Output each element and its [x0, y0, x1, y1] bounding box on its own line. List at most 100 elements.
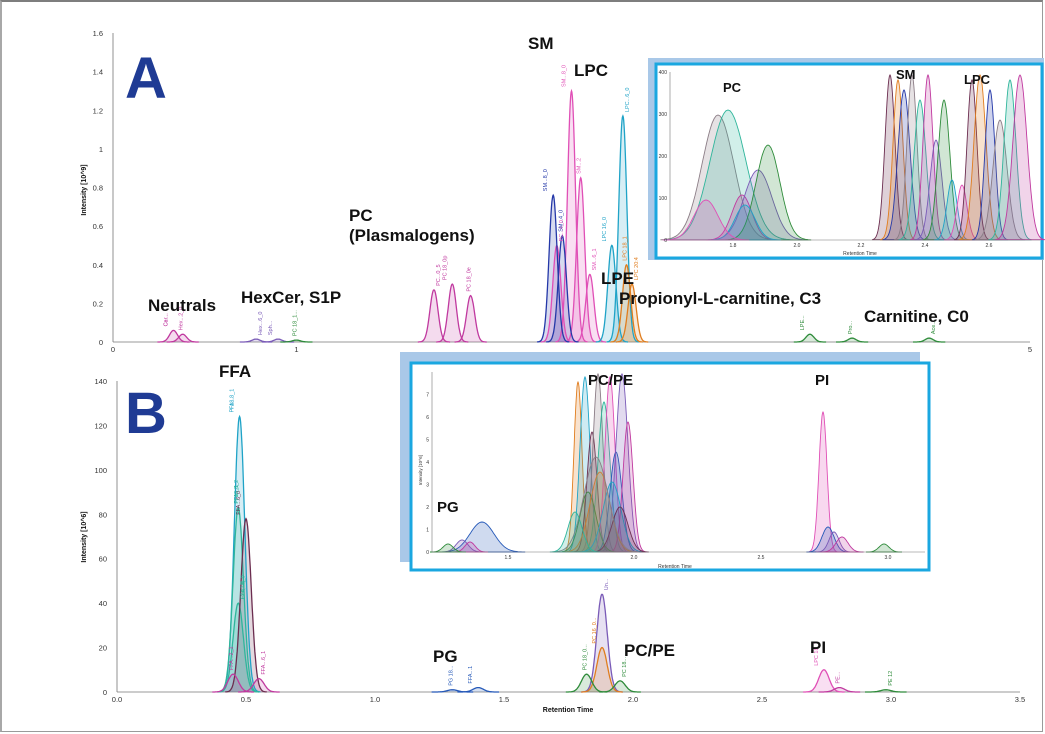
peak-trace: [865, 689, 907, 693]
inset-peak: [609, 421, 647, 553]
peak-fill: [610, 264, 643, 342]
peak-fill: [793, 334, 827, 342]
inset-peak: [594, 451, 638, 553]
y-tick-label: 1.6: [93, 29, 103, 38]
y-tick-label: 140: [94, 377, 107, 386]
inset-a-y-tick: 400: [659, 70, 668, 76]
peak-tag: FFA...8_0: [240, 575, 246, 599]
peak-tag: Cer(18): [240, 580, 246, 599]
inset-peak: [974, 119, 1026, 241]
peak-tag: SM...8_0: [562, 65, 568, 87]
inset-peak: [944, 184, 980, 241]
peak-fill: [581, 647, 623, 692]
peak-trace: [431, 689, 474, 693]
peak-tag: FFA...8_1: [230, 389, 236, 413]
inset-peak: [909, 73, 947, 241]
x-tick-label: 1.0: [370, 695, 380, 704]
peak-fill: [239, 339, 273, 342]
label-carnitine: Carnitine, C0: [864, 307, 969, 326]
inset-b-label-pc-pe: PC/PE: [588, 372, 633, 389]
inset-peak: [808, 410, 838, 553]
y-tick-label: 0: [99, 338, 103, 347]
peak-trace: [436, 283, 469, 343]
inset-peak: [600, 373, 644, 553]
peak-tag: Pro...: [848, 321, 854, 335]
inset-b-ylabel: Intensity [10^6]: [418, 455, 423, 485]
label-hexcer-s1p: HexCer, S1P: [241, 288, 341, 307]
inset-b-y-tick: 6: [426, 415, 429, 421]
inset-a-xlabel: Retention Time: [843, 251, 877, 257]
peak-tag: SM...4_0: [558, 210, 564, 232]
peak-fill: [555, 90, 588, 342]
inset-peak: [879, 79, 917, 241]
peak-tag: FFA...1: [468, 666, 474, 684]
peak-fill: [261, 339, 295, 342]
peak-fill: [565, 674, 608, 692]
inset-peak: [663, 109, 793, 241]
peak-trace: [454, 294, 487, 343]
peak-tag: PC 18_0...: [583, 644, 589, 670]
inset-a-ticks: 1.8 2.0 2.2 2.4 2.6 0 100 200 300 400: [659, 70, 993, 249]
inset-a-y-tick: 200: [659, 154, 668, 160]
inset-peak: [563, 471, 637, 553]
peak-fill: [865, 689, 907, 692]
y-tick-label: 20: [99, 644, 107, 653]
peak-fill: [581, 594, 623, 692]
peak-trace: [225, 517, 267, 693]
label-plasmalogens: (Plasmalogens): [349, 226, 475, 245]
inset-b-x-tick: 2.5: [758, 555, 765, 561]
peak-fill: [166, 334, 199, 342]
inset-peak: [559, 491, 617, 553]
y-tick-label: 0.2: [93, 299, 103, 308]
inset-peak: [709, 204, 781, 241]
inset-peak: [893, 73, 931, 241]
peak-fill: [546, 235, 579, 342]
panel-b-letter: B: [125, 381, 167, 446]
peak-fill: [436, 284, 469, 342]
peak-trace: [599, 680, 641, 693]
inset-peak: [988, 79, 1032, 241]
inset-a-label-sm: SM: [896, 67, 916, 82]
peak-tag: Hex...6_0: [258, 312, 264, 336]
peak-fill: [595, 245, 628, 342]
peak-fill: [564, 177, 597, 342]
peak-tag: PC 16_0...: [592, 617, 598, 643]
inset-b-y-tick: 0: [426, 550, 429, 556]
peak-tag: Car...: [164, 313, 170, 327]
peak-tag: LPC 20:4: [634, 257, 640, 280]
y-tick-label: 1.2: [93, 106, 103, 115]
panel-a-traces: [157, 88, 946, 343]
peak-fill: [225, 518, 267, 692]
peak-fill: [913, 338, 946, 342]
x-tick-label: 1.5: [499, 695, 509, 704]
inset-b-y-tick: 3: [426, 483, 429, 489]
x-tick-label: 0: [111, 345, 115, 354]
inset-peak: [660, 114, 776, 241]
peak-tag: PE...: [835, 671, 841, 683]
inset-b-ticks: 1.5 2.0 2.5 3.0 0 1 2 3 4 5 6 7: [426, 393, 891, 562]
inset-a-y-tick: 0: [664, 238, 667, 244]
inset-a-label-pc: PC: [723, 80, 742, 95]
peak-fill: [457, 687, 499, 692]
inset-a-x-tick: 2.4: [922, 243, 929, 249]
inset-peak: [806, 526, 850, 553]
inset-b-x-tick: 2.0: [631, 555, 638, 561]
inset-a-label-lpc: LPC: [964, 72, 991, 87]
inset-b-x-tick: 1.5: [505, 555, 512, 561]
inset-peak: [866, 543, 902, 553]
inset-a-y-tick: 100: [659, 196, 668, 202]
y-tick-label: 0.4: [93, 261, 103, 270]
peak-tag: PG 18...: [448, 665, 454, 686]
peak-fill: [280, 340, 313, 342]
peak-tag: SM...8_0: [543, 169, 549, 191]
panel-b-inset: 1.5 2.0 2.5 3.0 0 1 2 3 4 5 6 7 PG PC/PE PI Intensi…: [400, 352, 931, 572]
inset-peak: [882, 89, 926, 241]
inset-a-traces: [660, 72, 1045, 241]
inset-b-y-tick: 1: [426, 528, 429, 534]
peak-fill: [599, 680, 641, 692]
peak-tag: PE 12: [888, 671, 894, 686]
inset-peak: [430, 543, 466, 553]
